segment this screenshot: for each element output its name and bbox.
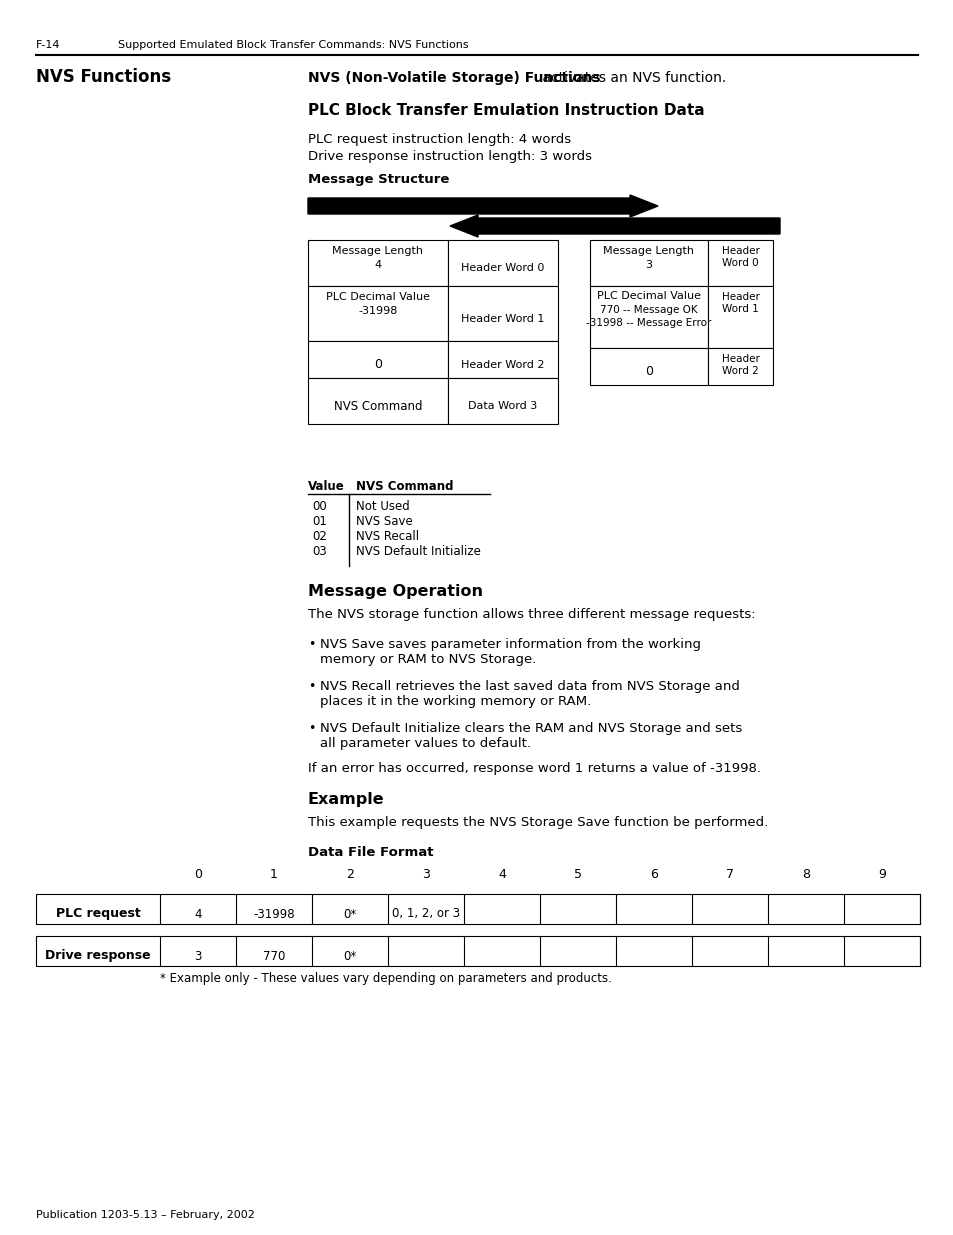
- Text: 3: 3: [194, 950, 201, 962]
- Text: NVS Save saves parameter information from the working: NVS Save saves parameter information fro…: [319, 638, 700, 651]
- Text: Header Word 1: Header Word 1: [461, 314, 544, 324]
- Text: PLC request instruction length: 4 words: PLC request instruction length: 4 words: [308, 133, 571, 146]
- Text: PLC Decimal Value: PLC Decimal Value: [326, 291, 430, 303]
- Text: Header: Header: [720, 291, 759, 303]
- Bar: [36, 894, 919, 924]
- Text: NVS (Non-Volatile Storage) Functions: NVS (Non-Volatile Storage) Functions: [308, 70, 599, 85]
- Text: 7: 7: [725, 868, 733, 881]
- Text: •: •: [308, 638, 315, 651]
- Text: •: •: [308, 680, 315, 693]
- Text: NVS Recall: NVS Recall: [355, 530, 418, 543]
- Text: 4: 4: [497, 868, 505, 881]
- Text: 770: 770: [262, 950, 285, 962]
- Text: Message Length: Message Length: [333, 246, 423, 256]
- FancyArrow shape: [450, 215, 780, 237]
- Text: Data File Format: Data File Format: [308, 846, 433, 860]
- Text: 0*: 0*: [343, 908, 356, 920]
- Text: NVS Command: NVS Command: [334, 399, 422, 412]
- Bar: [448, 341, 558, 378]
- Bar: [707, 240, 772, 287]
- Text: Header: Header: [720, 246, 759, 256]
- Bar: [448, 240, 558, 287]
- Text: 1: 1: [270, 868, 277, 881]
- Bar: [707, 348, 772, 385]
- Text: 5: 5: [574, 868, 581, 881]
- Text: 8: 8: [801, 868, 809, 881]
- Text: -31998: -31998: [358, 306, 397, 316]
- Text: 770 -- Message OK: 770 -- Message OK: [599, 305, 697, 315]
- Bar: [448, 378, 558, 424]
- Text: Not Used: Not Used: [355, 500, 410, 513]
- Text: 3: 3: [421, 868, 430, 881]
- Text: Drive response: Drive response: [45, 950, 151, 962]
- Text: * Example only - These values vary depending on parameters and products.: * Example only - These values vary depen…: [160, 972, 611, 986]
- Text: F-14: F-14: [36, 40, 60, 49]
- Text: Message Operation: Message Operation: [308, 584, 482, 599]
- Text: -31998 -- Message Error: -31998 -- Message Error: [586, 317, 711, 329]
- Bar: [707, 287, 772, 348]
- Text: 0: 0: [193, 868, 202, 881]
- Text: Example: Example: [308, 792, 384, 806]
- Text: NVS Command: NVS Command: [355, 480, 453, 493]
- Text: Header Word 2: Header Word 2: [460, 359, 544, 369]
- Text: 6: 6: [649, 868, 658, 881]
- Bar: [589, 240, 707, 287]
- Text: 3: 3: [645, 261, 652, 270]
- Bar: [448, 287, 558, 341]
- FancyArrow shape: [308, 195, 658, 217]
- Text: NVS Default Initialize clears the RAM and NVS Storage and sets: NVS Default Initialize clears the RAM an…: [319, 722, 741, 735]
- Bar: [308, 240, 448, 287]
- Text: Publication 1203-5.13 – February, 2002: Publication 1203-5.13 – February, 2002: [36, 1210, 254, 1220]
- Text: 00: 00: [312, 500, 327, 513]
- Text: 9: 9: [877, 868, 885, 881]
- Text: places it in the working memory or RAM.: places it in the working memory or RAM.: [319, 695, 591, 708]
- Text: This example requests the NVS Storage Save function be performed.: This example requests the NVS Storage Sa…: [308, 816, 767, 829]
- Text: 03: 03: [312, 545, 327, 558]
- Text: Message Length: Message Length: [603, 246, 694, 256]
- Text: Header: Header: [720, 354, 759, 364]
- Bar: [308, 378, 448, 424]
- Text: 2: 2: [346, 868, 354, 881]
- Text: If an error has occurred, response word 1 returns a value of -31998.: If an error has occurred, response word …: [308, 762, 760, 776]
- Text: 02: 02: [312, 530, 327, 543]
- Text: The NVS storage function allows three different message requests:: The NVS storage function allows three di…: [308, 608, 755, 621]
- Text: NVS Recall retrieves the last saved data from NVS Storage and: NVS Recall retrieves the last saved data…: [319, 680, 740, 693]
- Bar: [36, 936, 919, 966]
- Text: NVS Save: NVS Save: [355, 515, 413, 529]
- Text: memory or RAM to NVS Storage.: memory or RAM to NVS Storage.: [319, 653, 536, 666]
- Text: Header Word 0: Header Word 0: [461, 263, 544, 273]
- Text: NVS Default Initialize: NVS Default Initialize: [355, 545, 480, 558]
- Text: activates an NVS function.: activates an NVS function.: [537, 70, 725, 85]
- Text: 01: 01: [312, 515, 327, 529]
- Text: 0, 1, 2, or 3: 0, 1, 2, or 3: [392, 908, 459, 920]
- Bar: [308, 287, 448, 341]
- Text: Message Structure: Message Structure: [308, 173, 449, 186]
- Text: Data Word 3: Data Word 3: [468, 401, 537, 411]
- Text: 4: 4: [194, 908, 201, 920]
- Text: PLC Block Transfer Emulation Instruction Data: PLC Block Transfer Emulation Instruction…: [308, 103, 704, 119]
- Text: •: •: [308, 722, 315, 735]
- Text: Word 2: Word 2: [721, 366, 758, 375]
- Text: Word 1: Word 1: [721, 304, 758, 314]
- Text: Word 0: Word 0: [721, 258, 758, 268]
- Text: NVS Functions: NVS Functions: [36, 68, 171, 86]
- Text: 0*: 0*: [343, 950, 356, 962]
- Bar: [308, 341, 448, 378]
- Text: PLC request: PLC request: [55, 908, 140, 920]
- Text: Value: Value: [308, 480, 344, 493]
- Text: 0: 0: [644, 366, 652, 378]
- Text: -31998: -31998: [253, 908, 294, 920]
- Text: Drive response instruction length: 3 words: Drive response instruction length: 3 wor…: [308, 149, 592, 163]
- Text: PLC Decimal Value: PLC Decimal Value: [597, 291, 700, 301]
- Text: 0: 0: [374, 358, 381, 370]
- Text: Supported Emulated Block Transfer Commands: NVS Functions: Supported Emulated Block Transfer Comman…: [118, 40, 468, 49]
- Bar: [589, 287, 707, 348]
- Bar: [589, 348, 707, 385]
- Text: 4: 4: [374, 261, 381, 270]
- Text: all parameter values to default.: all parameter values to default.: [319, 737, 531, 750]
